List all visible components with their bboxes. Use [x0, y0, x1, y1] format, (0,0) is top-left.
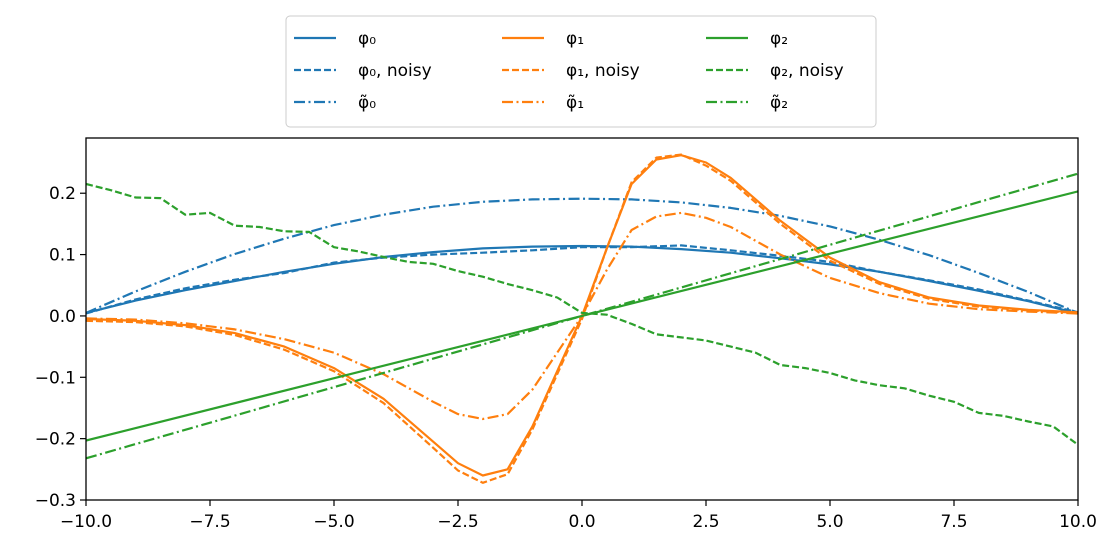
y-tick-label: −0.3	[35, 491, 76, 511]
legend-label: φ₀, noisy	[358, 61, 432, 81]
legend-label: φ̃₀	[358, 93, 376, 113]
legend-label: φ₂, noisy	[770, 61, 844, 81]
series-line-8	[86, 172, 1078, 460]
y-tick-label: 0.1	[49, 246, 76, 266]
legend-label: φ₀	[358, 29, 376, 49]
x-tick-label: −10.0	[60, 512, 112, 532]
y-tick-label: −0.1	[35, 368, 76, 388]
x-tick-label: −7.5	[189, 512, 230, 532]
series-line-2	[86, 197, 1078, 314]
series-line-1	[86, 244, 1078, 315]
legend-label: φ₂	[770, 29, 788, 49]
legend-label: φ₁	[566, 29, 584, 49]
y-tick-label: −0.2	[35, 430, 76, 450]
legend-label: φ₁, noisy	[566, 61, 640, 81]
y-axis: −0.3 −0.2 −0.1 0.0 0.1 0.2	[35, 184, 86, 511]
y-tick-label: 0.2	[49, 184, 76, 204]
x-tick-label: 5.0	[816, 512, 843, 532]
series-line-7	[86, 182, 1078, 446]
legend-label: φ̃₁	[566, 93, 584, 113]
x-tick-label: 10.0	[1059, 512, 1097, 532]
legend: φ₀ φ₀, noisy φ̃₀ φ₁ φ₁, noisy φ̃₁ φ₂ φ₂, noisy φ…	[285, 15, 877, 128]
legend-label: φ̃₂	[770, 93, 788, 113]
series-line-4	[86, 153, 1078, 484]
x-tick-label: 0.0	[568, 512, 595, 532]
y-tick-label: 0.0	[49, 307, 76, 327]
plot-area	[86, 153, 1078, 484]
x-tick-label: −5.0	[313, 512, 354, 532]
legend-box	[285, 15, 877, 128]
x-tick-label: 7.5	[940, 512, 967, 532]
x-axis: −10.0 −7.5 −5.0 −2.5 0.0 2.5 5.0 7.5 10.0	[60, 500, 1097, 532]
x-tick-label: −2.5	[437, 512, 478, 532]
x-tick-label: 2.5	[692, 512, 719, 532]
